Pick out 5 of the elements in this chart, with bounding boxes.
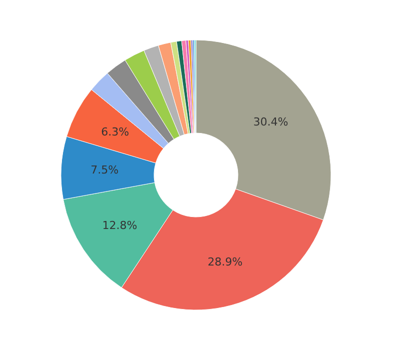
- data-label: 6.3%: [101, 126, 130, 139]
- data-label: 28.9%: [208, 255, 243, 268]
- data-label: 30.4%: [253, 116, 288, 129]
- data-label: 7.5%: [90, 164, 119, 177]
- data-label: 12.8%: [102, 218, 138, 232]
